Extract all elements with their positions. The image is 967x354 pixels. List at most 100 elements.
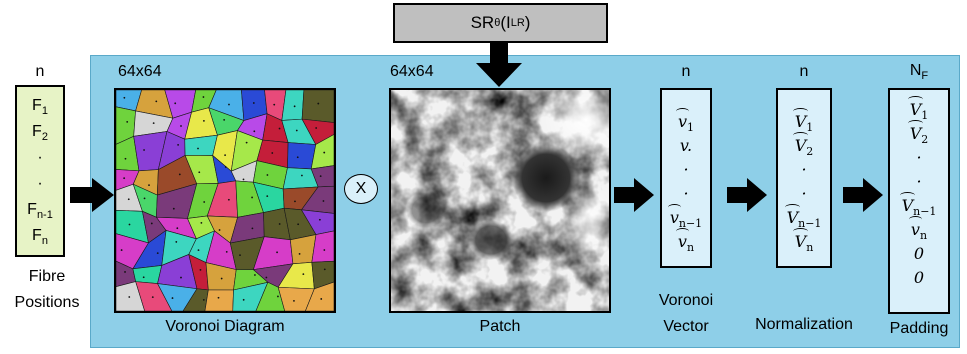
voronoi-seed-point bbox=[200, 221, 203, 224]
voronoi-seed-point bbox=[197, 249, 200, 252]
padding-entry-symbol: V bbox=[907, 120, 923, 143]
voronoi-vector-entry: vn bbox=[662, 228, 710, 254]
voronoi-seed-point bbox=[296, 156, 299, 159]
normalization-entry-subscript: n bbox=[806, 241, 814, 255]
fibre-entry: Fn bbox=[17, 227, 63, 247]
voronoi-seed-point bbox=[198, 171, 201, 174]
voronoi-seed-point bbox=[273, 103, 276, 106]
normalization-entry-symbol: · bbox=[801, 160, 807, 179]
fibre-entry: · bbox=[17, 175, 63, 193]
voronoi-vector-count-label: n bbox=[681, 63, 691, 80]
voronoi-cell bbox=[305, 281, 334, 311]
voronoi-seed-point bbox=[148, 184, 150, 186]
padding-caption: Padding bbox=[889, 320, 949, 337]
sr-text: SR bbox=[470, 13, 495, 32]
voronoi-cell bbox=[287, 142, 317, 170]
fibre-entry-symbol: F bbox=[27, 201, 37, 218]
voronoi-cell bbox=[182, 288, 209, 311]
voronoi-seed-point bbox=[242, 178, 245, 181]
normalization-entry: Vn bbox=[778, 228, 830, 255]
voronoi-seed-point bbox=[203, 120, 205, 122]
voronoi-cell bbox=[281, 90, 305, 121]
voronoi-seed-point bbox=[180, 125, 182, 127]
voronoi-vector-entry-symbol: v bbox=[675, 228, 690, 251]
fibre-entry-subscript: 2 bbox=[41, 131, 48, 144]
voronoi-cell bbox=[310, 134, 334, 170]
fibre-entry-subscript: n-1 bbox=[36, 209, 53, 222]
voronoi-cell bbox=[204, 289, 234, 311]
voronoi-seed-point bbox=[224, 166, 227, 168]
voronoi-vector-entry-subscript: 1 bbox=[687, 121, 695, 135]
normalization-entry-symbol: V bbox=[792, 132, 808, 155]
voronoi-seed-point bbox=[252, 102, 255, 104]
voronoi-seed-point bbox=[323, 249, 326, 251]
voronoi-cell bbox=[311, 260, 334, 290]
voronoi-seed-point bbox=[123, 96, 126, 99]
voronoi-seed-point bbox=[323, 268, 326, 271]
padding-entry-subscript: n−1 bbox=[913, 205, 937, 219]
voronoi-cell bbox=[232, 281, 269, 311]
fibre-count-label: n bbox=[35, 63, 45, 80]
sr-argument: (I bbox=[500, 13, 511, 32]
voronoi-seed-point bbox=[156, 252, 159, 255]
padding-entry-symbol: V bbox=[907, 96, 923, 119]
voronoi-seed-point bbox=[177, 144, 180, 146]
padding-entry: Vn−1 bbox=[890, 192, 948, 219]
voronoi-seed-point bbox=[278, 223, 281, 225]
voronoi-seed-point bbox=[143, 197, 146, 200]
voronoi-seed-point bbox=[202, 96, 205, 98]
normalization-entry-subscript: 1 bbox=[806, 121, 814, 135]
voronoi-cell bbox=[132, 265, 163, 284]
voronoi-diagram-image bbox=[114, 88, 336, 313]
voronoi-seed-point bbox=[171, 297, 174, 299]
padding-entry: · bbox=[890, 148, 948, 167]
voronoi-seed-point bbox=[301, 174, 303, 177]
voronoi-seed-point bbox=[245, 141, 248, 144]
multiply-symbol-text: X bbox=[355, 180, 367, 197]
normalization-vector-box: V1 V2 · · Vn−1 Vn bbox=[776, 88, 832, 268]
voronoi-seed-point bbox=[228, 103, 230, 106]
voronoi-seed-point bbox=[302, 273, 305, 275]
voronoi-seed-point bbox=[265, 276, 268, 279]
voronoi-seed-point bbox=[254, 274, 256, 276]
padding-entry: 0 bbox=[890, 268, 948, 287]
voronoi-cell bbox=[300, 185, 334, 214]
voronoi-vector-entry-symbol: v. bbox=[679, 136, 693, 155]
voronoi-seed-point bbox=[295, 129, 298, 132]
voronoi-seed-point bbox=[294, 200, 296, 203]
voronoi-seed-point bbox=[199, 268, 202, 271]
voronoi-cell bbox=[300, 209, 334, 235]
voronoi-seed-point bbox=[178, 173, 181, 176]
fibre-entry-symbol: F bbox=[32, 123, 42, 140]
voronoi-vector-entry: v1 bbox=[662, 108, 710, 135]
voronoi-caption: Voronoi Diagram bbox=[165, 318, 285, 335]
voronoi-vector-entry-symbol: · bbox=[683, 160, 689, 179]
padding-entry: V1 bbox=[890, 96, 948, 122]
normalization-entry-symbol: V bbox=[792, 108, 808, 131]
voronoi-cell bbox=[255, 281, 286, 311]
sr-subscript: θ bbox=[494, 17, 501, 29]
voronoi-cell bbox=[135, 281, 173, 311]
voronoi-seed-point bbox=[155, 100, 158, 103]
fibre-entry-symbol: F bbox=[32, 97, 42, 114]
right-arrow-icon bbox=[614, 178, 654, 212]
voronoi-seed-point bbox=[128, 296, 131, 298]
voronoi-seed-point bbox=[126, 120, 129, 123]
fibre-caption-line1: Fibre bbox=[28, 268, 66, 285]
padding-entry-symbol: · bbox=[916, 172, 922, 191]
voronoi-vector-entry: v. bbox=[662, 136, 710, 155]
voronoi-seed-point bbox=[174, 102, 177, 105]
voronoi-seed-point bbox=[318, 218, 321, 221]
fibre-entry-symbol: F bbox=[32, 227, 42, 244]
voronoi-vector-entry-symbol: · bbox=[683, 184, 689, 203]
padding-entry-symbol: v bbox=[908, 216, 923, 239]
patch-image bbox=[389, 88, 611, 313]
voronoi-seed-point bbox=[225, 250, 228, 253]
right-arrow-icon bbox=[727, 178, 767, 212]
voronoi-seed-point bbox=[271, 152, 274, 154]
voronoi-seed-point bbox=[277, 295, 279, 298]
voronoi-seed-point bbox=[278, 127, 281, 130]
padding-entry-subscript: 2 bbox=[921, 133, 929, 147]
padding-count-main: N bbox=[909, 62, 922, 79]
voronoi-seed-point bbox=[224, 154, 226, 157]
